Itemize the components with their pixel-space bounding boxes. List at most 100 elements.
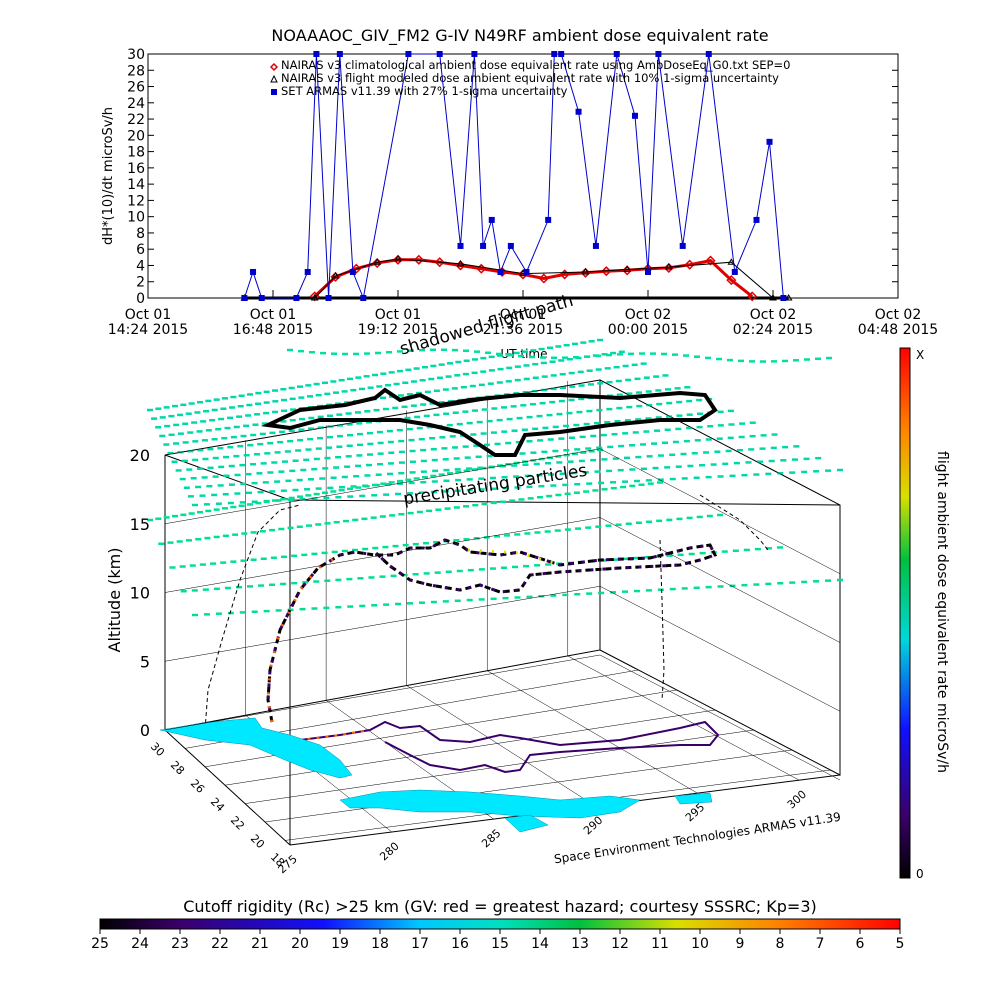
- lon-gridline: [164, 729, 291, 846]
- top-x-tick-label-time: 16:48 2015: [233, 322, 313, 338]
- lat-tick-label: 20: [248, 832, 267, 851]
- rc-tick-label: 19: [331, 936, 349, 952]
- rc-tick-label: 24: [131, 936, 149, 952]
- rc-tick-label: 16: [451, 936, 469, 952]
- shadowed-flight-path: [261, 387, 718, 457]
- series-point-diamond: [392, 254, 404, 265]
- top-y-tick-label: 6: [136, 242, 145, 258]
- z-gridline-back: [164, 448, 601, 524]
- series-point-square: [325, 295, 332, 301]
- z-gridline-back: [164, 517, 601, 593]
- flight-track-3d: [266, 538, 718, 723]
- series-point-diamond: [601, 266, 612, 277]
- rc-colorbar: [99, 918, 901, 930]
- lat-tick-label: 28: [168, 758, 187, 777]
- series-line-triangle: [244, 258, 789, 299]
- rate-colorbar-top-tick: X: [916, 348, 924, 362]
- series-point-diamond: [705, 255, 716, 266]
- top-x-tick-label-date: Oct 01: [500, 307, 546, 323]
- series-point-square: [655, 51, 662, 57]
- top-y-tick-label: 4: [136, 258, 145, 274]
- series-point-square: [360, 295, 367, 301]
- top-x-tick-label-time: 21:36 2015: [483, 322, 563, 338]
- rc-tick-label: 10: [691, 936, 709, 952]
- rate-colorbar: [899, 347, 911, 879]
- rc-colorbar-ticks: 25 24 23 22 21 20 19 18 17 16 15 14 13 12 11 10 9 8 7 6 5: [91, 929, 904, 952]
- top-y-tick-label: 26: [127, 80, 145, 96]
- series-point-square: [545, 216, 552, 223]
- z-axis-label: Altitude (km): [105, 548, 124, 653]
- series-point-triangle: [331, 272, 340, 279]
- top-y-tick-label: 14: [127, 177, 145, 193]
- top-x-tick-label-date: Oct 02: [625, 307, 671, 323]
- lat-tick-label: 24: [208, 795, 227, 814]
- legend-label: NAIRAS v3 climatological ambient dose eq…: [281, 58, 790, 72]
- series-point-square: [336, 51, 343, 57]
- series-point-square: [405, 51, 412, 57]
- top-y-tick-label: 24: [127, 96, 145, 112]
- series-point-square: [631, 112, 638, 119]
- top-y-tick-label: 28: [127, 63, 145, 79]
- series-point-diamond: [538, 273, 549, 284]
- z-gridline-side: [599, 517, 841, 643]
- lat-tick-label: 26: [188, 777, 207, 796]
- rc-tick-label: 5: [896, 936, 905, 952]
- lon-gridline: [487, 670, 698, 794]
- top-y-axis-label: dH*(10)/dt microSv/h: [101, 107, 116, 245]
- rc-tick-label: 18: [371, 936, 389, 952]
- z-tick-label: 15: [130, 515, 150, 534]
- top-y-tick-label: 20: [127, 128, 145, 144]
- series-point-square: [575, 108, 582, 115]
- series-point-diamond: [684, 259, 695, 270]
- rc-tick-label: 7: [816, 936, 825, 952]
- top-chart-title: NOAAAOC_GIV_FM2 G-IV N49RF ambient dose …: [271, 26, 768, 46]
- top-y-tick-label: 12: [127, 193, 145, 209]
- lon-tick-label: 285: [479, 827, 503, 851]
- series-point-square: [753, 216, 760, 223]
- series-point-square: [558, 51, 565, 57]
- legend-marker-square: [271, 89, 277, 95]
- series-point-diamond: [726, 275, 737, 286]
- top-x-tick-label-date: Oct 02: [750, 307, 796, 323]
- series-point-square: [780, 295, 787, 301]
- rc-tick-label: 17: [411, 936, 429, 952]
- lat-gridline: [244, 729, 754, 804]
- top-x-tick-label-time: 04:48 2015: [858, 322, 938, 338]
- rc-tick-label: 13: [571, 936, 589, 952]
- top-legend: NAIRAS v3 climatological ambient dose eq…: [269, 58, 790, 98]
- series-point-square: [523, 268, 530, 275]
- legend-marker-diamond: [269, 62, 279, 72]
- top-y-tick-label: 8: [136, 226, 145, 242]
- top-y-tick-label: 16: [127, 161, 145, 177]
- rc-tick-label: 14: [531, 936, 549, 952]
- top-x-tick-label-date: Oct 01: [125, 307, 171, 323]
- series-point-square: [293, 295, 300, 301]
- series-point-diamond: [434, 257, 445, 268]
- series-point-triangle: [784, 294, 793, 301]
- top-x-tick-label-date: Oct 01: [375, 307, 421, 323]
- z-gridline-back: [164, 654, 601, 731]
- series-point-square: [679, 242, 686, 249]
- flight-track-ground: [271, 720, 720, 774]
- series-point-triangle: [581, 268, 590, 275]
- rc-tick-label: 6: [856, 936, 865, 952]
- lon-gridline: [567, 655, 800, 781]
- series-point-triangle: [373, 258, 382, 265]
- z-gridline-side: [599, 379, 841, 506]
- top-y-tick-label: 30: [127, 47, 145, 63]
- lat-tick-label: 30: [148, 740, 167, 759]
- series-point-diamond: [747, 291, 758, 302]
- top-x-tick-label-time: 14:24 2015: [108, 322, 188, 338]
- precipitating-particle-field: [147, 338, 843, 617]
- z-gridline-side: [599, 654, 841, 781]
- series-point-triangle: [310, 294, 319, 301]
- series-point-square: [480, 242, 487, 249]
- rc-tick-label: 9: [736, 936, 745, 952]
- z-gridline-side: [599, 586, 841, 712]
- top-x-tick-label-date: Oct 02: [875, 307, 921, 323]
- series-point-square: [507, 242, 514, 249]
- lon-tick-label: 295: [683, 801, 707, 825]
- rc-tick-label: 15: [491, 936, 509, 952]
- ground-map: [159, 717, 713, 833]
